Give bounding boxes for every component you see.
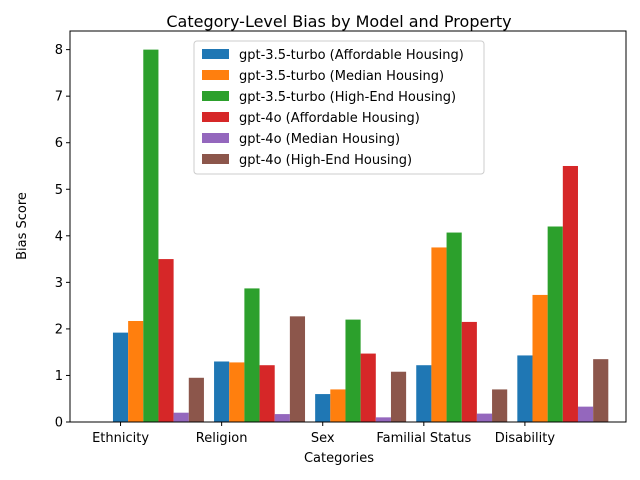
legend-label: gpt-4o (Median Housing) [239, 132, 400, 147]
legend-swatch [202, 49, 229, 59]
bar-series-1-cat-3 [431, 247, 447, 422]
bar-series-4-cat-3 [476, 413, 493, 422]
bar-series-0-cat-0 [112, 332, 129, 422]
chart-title: Category-Level Bias by Model and Propert… [166, 12, 511, 31]
bar-series-0-cat-3 [416, 365, 432, 422]
y-tick-label: 1 [55, 369, 63, 384]
bar-series-5-cat-0 [188, 377, 204, 422]
legend-swatch [202, 91, 229, 101]
bar-series-2-cat-4 [547, 226, 563, 422]
bar-series-1-cat-2 [330, 389, 346, 422]
legend-swatch [202, 112, 229, 122]
x-tick-label: Ethnicity [92, 431, 149, 446]
bar-series-4-cat-0 [173, 412, 189, 422]
bar-series-5-cat-2 [390, 371, 407, 422]
legend: gpt-3.5-turbo (Affordable Housing) gpt-3.… [193, 40, 485, 175]
y-tick-label: 5 [55, 183, 63, 198]
legend-label: gpt-3.5-turbo (Affordable Housing) [239, 48, 464, 63]
x-axis-ticks: Ethnicity Religion Sex Familial Status Disab… [92, 422, 555, 446]
y-tick-label: 4 [55, 229, 63, 244]
bar-series-1-cat-4 [532, 294, 548, 422]
legend-label: gpt-4o (Affordable Housing) [239, 111, 420, 126]
bar-series-3-cat-1 [259, 365, 275, 422]
legend-label: gpt-3.5-turbo (High-End Housing) [239, 90, 456, 105]
y-tick-label: 0 [55, 416, 63, 431]
bar-series-3-cat-0 [158, 259, 174, 422]
legend-swatch [202, 154, 229, 164]
y-axis-label: Bias Score [15, 192, 30, 260]
x-tick-label: Disability [495, 431, 556, 446]
y-tick-label: 6 [55, 136, 63, 151]
legend-label: gpt-3.5-turbo (Median Housing) [239, 69, 444, 84]
bars-group [112, 49, 609, 423]
x-axis-label: Categories [304, 451, 374, 466]
y-tick-label: 3 [55, 276, 63, 291]
x-tick-label: Religion [196, 431, 248, 446]
legend-swatch [202, 133, 229, 143]
legend-box [193, 40, 485, 175]
bar-series-3-cat-3 [461, 321, 477, 422]
bar-series-1-cat-1 [229, 362, 245, 422]
bar-series-4-cat-1 [274, 414, 290, 422]
bar-series-4-cat-4 [577, 406, 594, 422]
legend-swatch [202, 70, 229, 80]
bar-series-0-cat-2 [315, 394, 331, 422]
legend-label: gpt-4o (High-End Housing) [239, 153, 412, 168]
y-axis-ticks: 0 1 2 3 4 5 6 7 8 [55, 43, 70, 431]
bar-series-2-cat-0 [143, 49, 159, 423]
x-tick-label: Sex [311, 431, 335, 446]
y-tick-label: 2 [55, 322, 63, 337]
bar-series-0-cat-1 [214, 361, 230, 422]
bar-series-3-cat-2 [360, 353, 376, 422]
bar-series-2-cat-3 [446, 232, 462, 422]
bar-series-2-cat-2 [345, 319, 361, 422]
bar-series-5-cat-1 [289, 316, 306, 422]
y-tick-label: 8 [55, 43, 63, 58]
y-tick-label: 7 [55, 90, 63, 105]
bar-series-3-cat-4 [562, 165, 578, 423]
bar-series-5-cat-3 [492, 389, 508, 422]
bar-series-5-cat-4 [593, 359, 609, 422]
bar-series-0-cat-4 [517, 355, 533, 422]
x-tick-label: Familial Status [376, 431, 471, 446]
bar-series-4-cat-2 [375, 417, 391, 422]
plot-frame [69, 30, 627, 423]
bar-series-1-cat-0 [128, 320, 144, 422]
bar-series-2-cat-1 [244, 288, 260, 422]
